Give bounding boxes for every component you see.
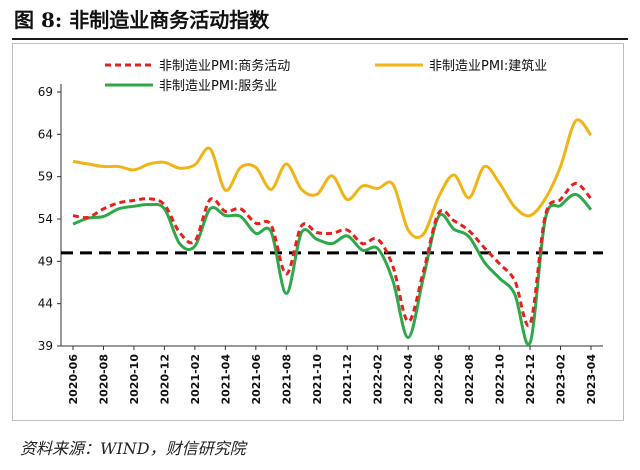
figure-title: 图 8: 非制造业商务活动指数 bbox=[14, 8, 270, 32]
y-tick-label: 64 bbox=[38, 127, 53, 141]
x-tick-label: 2021-08 bbox=[280, 354, 293, 405]
line-chart: 39 44 49 54 59 64 69 2020-06 2020-08 2020-10 2020-… bbox=[38, 58, 603, 405]
x-tick-label: 2020-08 bbox=[97, 354, 110, 405]
y-tick-label: 39 bbox=[38, 339, 53, 353]
x-tick-label: 2021-02 bbox=[189, 354, 202, 405]
x-tick-label: 2022-04 bbox=[402, 354, 415, 405]
y-tick-label: 49 bbox=[38, 254, 53, 268]
x-tick-label: 2021-12 bbox=[341, 354, 354, 405]
source-note: 资料来源：WIND，财信研究院 bbox=[20, 439, 246, 458]
legend-label: 非制造业PMI:建筑业 bbox=[429, 58, 547, 74]
legend-label: 非制造业PMI:服务业 bbox=[159, 78, 277, 94]
legend-label: 非制造业PMI:商务活动 bbox=[159, 58, 290, 74]
x-tick-label: 2020-12 bbox=[158, 354, 171, 405]
x-tick-label: 2020-06 bbox=[67, 354, 80, 405]
x-tick-label: 2023-02 bbox=[555, 354, 568, 405]
x-tick-label: 2021-10 bbox=[311, 354, 324, 405]
title-rule bbox=[12, 38, 628, 40]
chart-frame: 39 44 49 54 59 64 69 2020-06 2020-08 2020-10 2020-… bbox=[12, 43, 624, 421]
x-tick-label: 2022-12 bbox=[524, 354, 537, 405]
y-tick-label: 44 bbox=[38, 297, 53, 311]
x-tick-label: 2022-10 bbox=[494, 354, 507, 405]
x-tick-label: 2023-04 bbox=[585, 354, 598, 405]
x-tick-label: 2021-06 bbox=[250, 354, 263, 405]
series-line-services bbox=[72, 192, 593, 347]
x-tick-label: 2020-10 bbox=[128, 354, 141, 405]
series-line-construction bbox=[72, 118, 593, 239]
series-line-business-activity bbox=[72, 181, 593, 328]
y-tick-label: 69 bbox=[38, 85, 53, 99]
x-tick-label: 2022-08 bbox=[463, 354, 476, 405]
x-tick-label: 2022-06 bbox=[433, 354, 446, 405]
y-tick-label: 54 bbox=[38, 212, 53, 226]
y-tick-label: 59 bbox=[38, 170, 53, 184]
x-tick-label: 2021-04 bbox=[219, 354, 232, 405]
x-tick-label: 2022-02 bbox=[372, 354, 385, 405]
